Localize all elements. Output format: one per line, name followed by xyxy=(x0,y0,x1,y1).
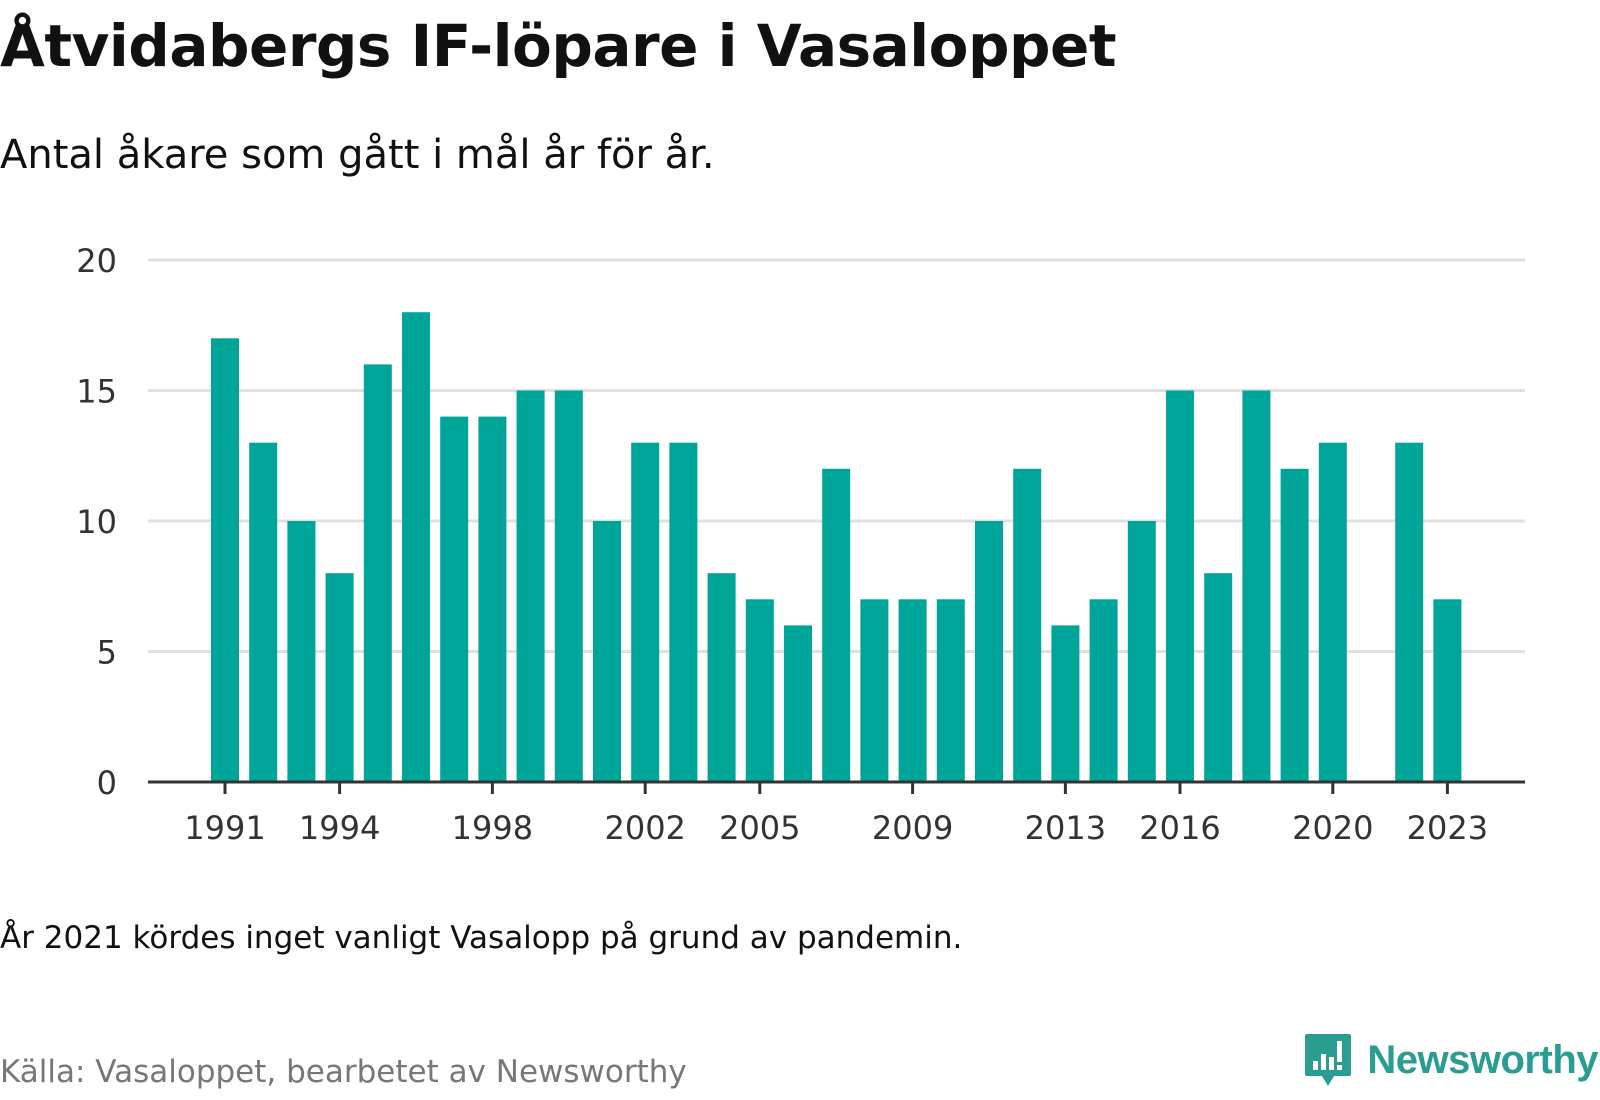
bar-2023 xyxy=(1433,599,1462,782)
bar-2009 xyxy=(898,599,927,782)
x-tick-label: 2005 xyxy=(719,809,800,847)
bar-2010 xyxy=(936,599,965,782)
bar-2008 xyxy=(860,599,889,782)
bar-1995 xyxy=(363,364,392,782)
x-tick-label: 1994 xyxy=(299,809,380,847)
bar-2017 xyxy=(1204,573,1233,782)
bar-1999 xyxy=(516,390,545,782)
y-axis-ticks: 0 5 10 15 20 xyxy=(76,242,117,802)
bar-2002 xyxy=(631,442,660,782)
x-tick-label: 1998 xyxy=(452,809,533,847)
bar-1992 xyxy=(249,442,278,782)
x-axis-ticks: 1991 1994 1998 2002 2005 2009 2013 2016 2020 2023 xyxy=(184,782,1488,847)
bar-2001 xyxy=(593,521,621,782)
bar-2004 xyxy=(707,573,736,782)
bar-2015 xyxy=(1127,521,1156,782)
bars xyxy=(211,312,1462,782)
source-text: Källa: Vasaloppet, bearbetet av Newswort… xyxy=(0,1054,687,1090)
x-tick-label: 2023 xyxy=(1407,809,1488,847)
bar-1998 xyxy=(478,416,507,782)
y-tick-label: 5 xyxy=(97,634,117,672)
chart-title: Åtvidabergs IF-löpare i Vasaloppet xyxy=(0,12,1117,80)
brand-name: Newsworthy xyxy=(1367,1037,1598,1082)
bar-2012 xyxy=(1013,468,1042,782)
bar-1997 xyxy=(440,416,469,782)
y-tick-label: 20 xyxy=(76,242,117,280)
bar-1994 xyxy=(325,573,354,782)
bar-1996 xyxy=(402,312,430,782)
x-tick-label: 1991 xyxy=(184,809,265,847)
newsworthy-logo-icon xyxy=(1305,1034,1352,1086)
chart-subtitle: Antal åkare som gått i mål år för år. xyxy=(0,132,715,178)
bar-2013 xyxy=(1051,625,1080,782)
y-tick-label: 15 xyxy=(76,373,117,411)
bar-1991 xyxy=(211,338,239,782)
bar-2020 xyxy=(1318,442,1347,782)
x-tick-label: 2013 xyxy=(1025,809,1106,847)
x-tick-label: 2009 xyxy=(872,809,953,847)
x-tick-label: 2020 xyxy=(1292,809,1373,847)
bar-chart: 0 5 10 15 20 1991 1994 1998 2002 2005 2009 2013 201… xyxy=(76,242,1525,847)
brand-logo: Newsworthy xyxy=(1303,1032,1598,1088)
bar-2018 xyxy=(1242,390,1271,782)
bar-2016 xyxy=(1166,390,1194,782)
y-tick-label: 10 xyxy=(76,503,117,541)
bar-2022 xyxy=(1395,442,1424,782)
bar-2014 xyxy=(1089,599,1118,782)
bar-2019 xyxy=(1280,468,1309,782)
bar-2006 xyxy=(784,625,812,782)
footnote: År 2021 kördes inget vanligt Vasalopp på… xyxy=(0,920,963,956)
y-tick-label: 0 xyxy=(97,764,117,802)
bar-2007 xyxy=(822,468,851,782)
bar-2000 xyxy=(554,390,583,782)
bar-2003 xyxy=(669,442,698,782)
bar-2005 xyxy=(745,599,774,782)
x-tick-label: 2016 xyxy=(1139,809,1220,847)
bar-1993 xyxy=(287,521,316,782)
x-tick-label: 2002 xyxy=(604,809,685,847)
bar-2011 xyxy=(975,521,1003,782)
